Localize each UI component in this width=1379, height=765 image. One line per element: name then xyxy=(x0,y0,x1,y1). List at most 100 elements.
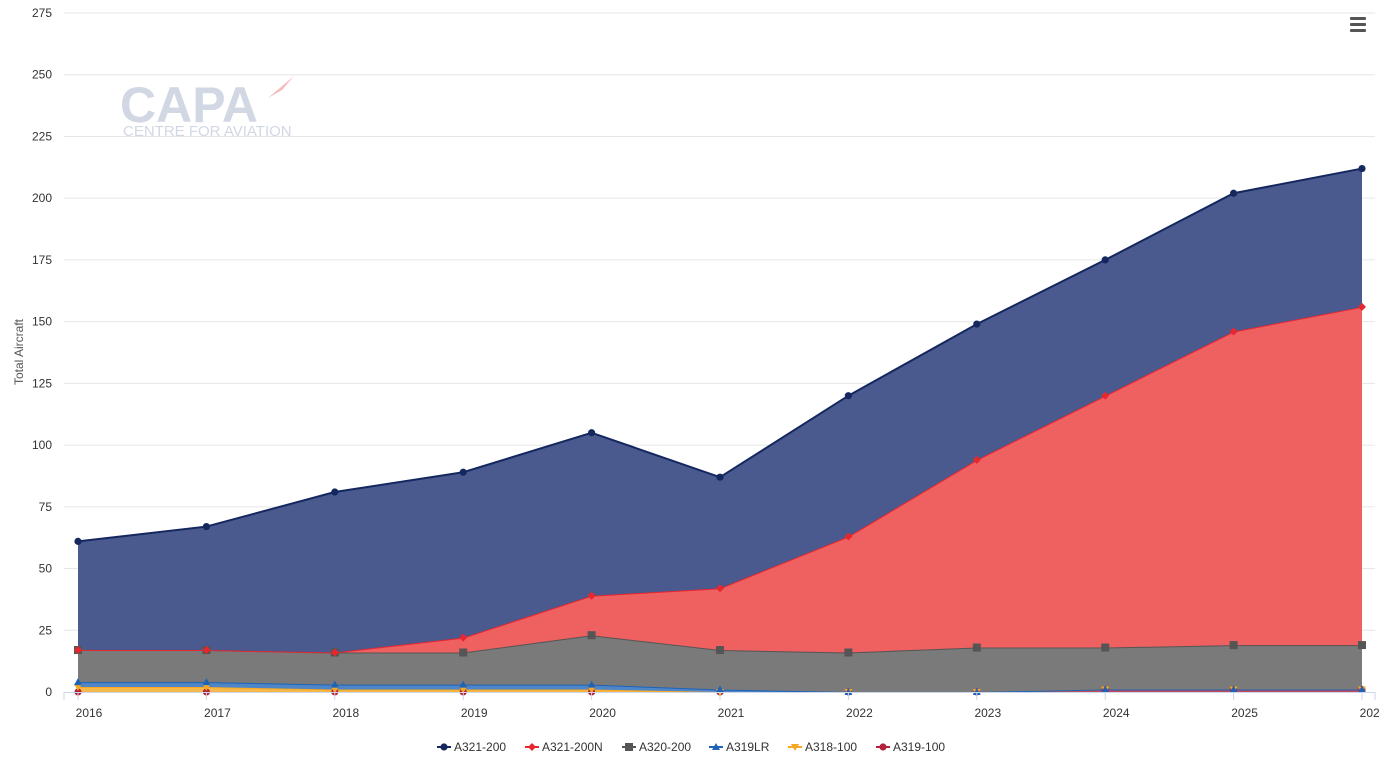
point-a319lr xyxy=(587,680,596,688)
area-a321-200n xyxy=(78,306,1362,653)
point-a318-100 xyxy=(202,684,211,692)
point-a319lr xyxy=(459,680,468,688)
point-a321-200 xyxy=(202,522,210,531)
point-a320-200 xyxy=(716,646,724,655)
legend-marker xyxy=(440,743,448,751)
point-a320-200 xyxy=(972,643,981,652)
x-tick-label: 2016 xyxy=(76,706,103,720)
point-a318-100 xyxy=(587,686,596,694)
y-tick-label: 50 xyxy=(39,562,53,576)
capa-watermark-logo: CAPA CENTRE FOR AVIATION xyxy=(120,76,294,140)
legend-label: A321-200N xyxy=(542,740,603,754)
point-a321-200 xyxy=(1358,164,1366,173)
point-a321-200 xyxy=(459,468,467,476)
legend-item[interactable]: A319-100 xyxy=(876,740,945,754)
point-a319lr xyxy=(972,688,981,695)
x-tick-label: 2017 xyxy=(204,706,231,720)
point-a321-200 xyxy=(844,392,853,400)
y-tick-label: 75 xyxy=(39,500,53,514)
point-a320-200 xyxy=(1101,643,1110,652)
legend-item[interactable]: A321-200 xyxy=(437,740,506,754)
legend-label: A318-100 xyxy=(805,740,857,754)
point-a320-200 xyxy=(459,648,468,657)
x-tick-label: 2023 xyxy=(974,706,1001,720)
legend-marker xyxy=(528,743,536,751)
point-a321-200n xyxy=(587,591,596,600)
legend-label: A320-200 xyxy=(639,740,691,754)
legend-label: A319-100 xyxy=(893,740,945,754)
point-a320-200 xyxy=(1358,641,1366,650)
point-a321-200 xyxy=(588,429,596,437)
point-a319lr xyxy=(1229,685,1238,693)
y-tick-label: 225 xyxy=(32,129,52,143)
y-axis-title: Total Aircraft xyxy=(12,318,26,385)
point-a320-200 xyxy=(1229,641,1238,650)
watermark-logo-text: CAPA xyxy=(120,77,258,133)
area-a321-200 xyxy=(78,168,1362,653)
point-a321-200 xyxy=(1230,189,1238,197)
point-a321-200n xyxy=(1229,327,1238,336)
x-tick-label: 2025 xyxy=(1231,706,1258,720)
point-a321-200n xyxy=(844,532,853,541)
x-tick-label: 2019 xyxy=(461,706,488,720)
point-a321-200 xyxy=(716,473,724,481)
point-a321-200n xyxy=(1101,391,1110,400)
point-a319lr xyxy=(74,678,82,686)
legend-label: A319LR xyxy=(726,740,770,754)
legend-item[interactable]: A321-200N xyxy=(525,740,603,754)
x-tick-label: 2026 xyxy=(1360,706,1379,720)
legend-item[interactable]: A318-100 xyxy=(788,740,857,754)
point-a319lr xyxy=(1101,685,1110,693)
point-a321-200n xyxy=(972,455,981,464)
x-tick-label: 2024 xyxy=(1103,706,1130,720)
y-tick-label: 125 xyxy=(32,376,52,390)
axes: 0 25 50 75 100 125 150 175 200 225 250 275 2016 2017 2… xyxy=(32,6,1379,720)
legend-marker xyxy=(791,744,799,751)
area-a320-200 xyxy=(78,635,1362,692)
x-tick-label: 2020 xyxy=(589,706,616,720)
legend-item[interactable]: A320-200 xyxy=(622,740,691,754)
point-a321-200n xyxy=(330,648,339,657)
point-a321-200 xyxy=(74,537,82,545)
y-tick-label: 250 xyxy=(32,68,52,82)
point-a319lr xyxy=(1358,685,1366,693)
legend-marker xyxy=(879,743,887,751)
point-a321-200 xyxy=(331,488,339,496)
point-a318-100 xyxy=(74,684,82,692)
legend-item[interactable]: A319LR xyxy=(709,740,770,754)
point-a321-200n xyxy=(1358,302,1366,311)
point-a318-100 xyxy=(330,686,339,694)
point-a321-200 xyxy=(973,320,981,328)
legend-marker xyxy=(625,743,633,751)
y-tick-label: 150 xyxy=(32,315,52,329)
y-tick-label: 175 xyxy=(32,253,52,267)
x-tick-label: 2022 xyxy=(846,706,873,720)
y-tick-label: 100 xyxy=(32,438,52,452)
legend-marker xyxy=(712,743,720,750)
series-areas xyxy=(77,167,1363,693)
series-markers xyxy=(74,164,1366,696)
point-a321-200n xyxy=(202,646,211,655)
point-a319lr xyxy=(844,688,853,695)
y-tick-label: 275 xyxy=(32,6,52,20)
y-tick-label: 200 xyxy=(32,191,52,205)
point-a321-200n xyxy=(74,646,82,655)
area-a318-100 xyxy=(78,687,1362,692)
y-tick-label: 25 xyxy=(39,623,53,637)
hamburger-menu-icon[interactable] xyxy=(1346,14,1370,38)
watermark-swoosh-icon xyxy=(268,76,294,98)
point-a321-200 xyxy=(1101,256,1109,264)
legend: A321-200 A321-200N A320-200 A319LR A318-100 A… xyxy=(437,740,945,754)
watermark-tagline: CENTRE FOR AVIATION xyxy=(123,123,292,140)
point-a320-200 xyxy=(587,631,596,640)
y-tick-label: 0 xyxy=(45,685,52,699)
point-a319lr xyxy=(202,678,211,686)
x-tick-label: 2018 xyxy=(332,706,359,720)
legend-label: A321-200 xyxy=(454,740,506,754)
x-tick-label: 2021 xyxy=(718,706,745,720)
point-a321-200n xyxy=(459,633,468,642)
point-a320-200 xyxy=(844,648,853,657)
point-a319lr xyxy=(330,680,339,688)
